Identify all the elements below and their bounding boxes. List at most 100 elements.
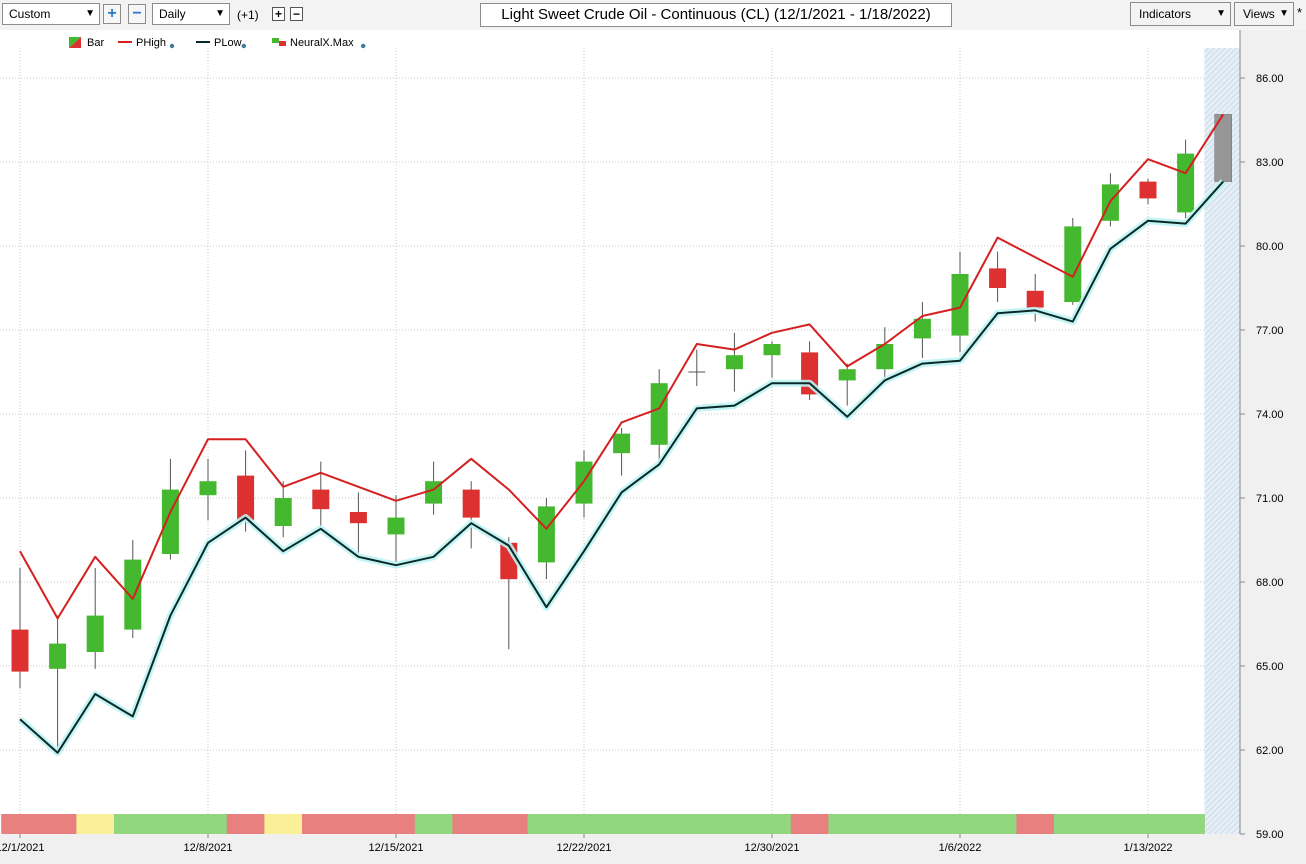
y-tick-label: 86.00 (1256, 73, 1284, 85)
plow-line (19, 180, 1224, 754)
neuralx-cell (565, 814, 604, 834)
candle-body (274, 498, 292, 526)
candle-body (650, 383, 668, 445)
neuralx-cell (414, 814, 453, 834)
x-tick-label: 1/13/2022 (1124, 842, 1173, 854)
period-select-label: Daily (159, 7, 186, 21)
neuralx-cell (753, 814, 792, 834)
candle-body (312, 489, 330, 510)
neuralx-cell (1091, 814, 1130, 834)
neuralx-cell (941, 814, 980, 834)
x-tick-label: 1/6/2022 (939, 842, 982, 854)
zoom-out-button[interactable]: − (128, 4, 146, 24)
neuralx-cell (1016, 814, 1055, 834)
legend-dot-icon (169, 43, 175, 49)
candle-body (1064, 226, 1082, 302)
indicators-label: Indicators (1139, 7, 1192, 21)
x-tick-label: 12/22/2021 (556, 842, 611, 854)
neuralx-cell (490, 814, 529, 834)
offset-text: (+1) (237, 8, 259, 22)
x-axis-panel (0, 834, 1306, 864)
toolbar: Custom ▼ + − Daily ▼ (+1) + − Light Swee… (0, 0, 1306, 31)
neuralx-cell (452, 814, 491, 834)
views-label: Views (1243, 7, 1275, 21)
zoom-in-button[interactable]: + (103, 4, 121, 24)
phigh-line (19, 113, 1225, 620)
price-chart: 59.00 62.00 65.00 68.00 71.00 74.00 77.00 80.00… (0, 30, 1306, 864)
neuralx-cell (678, 814, 717, 834)
candle-body (725, 355, 743, 370)
x-axis: 12/1/2021 12/8/2021 12/15/2021 12/22/2021 12… (0, 834, 1172, 854)
neuralx-cell (978, 814, 1017, 834)
candle-body (1139, 181, 1157, 199)
candle-body (1026, 290, 1044, 308)
neuralx-cell (114, 814, 153, 834)
chevron-down-icon: ▼ (85, 8, 95, 19)
neuralx-cell (640, 814, 679, 834)
neuralx-cell (1, 814, 40, 834)
neuralx-cell (151, 814, 190, 834)
asterisk-marker: * (1297, 5, 1303, 20)
x-tick-label: 12/30/2021 (744, 842, 799, 854)
y-axis: 59.00 62.00 65.00 68.00 71.00 74.00 77.00 80.00… (1240, 73, 1284, 841)
neuralx-cell (1129, 814, 1168, 834)
bar-legend-icon (69, 37, 81, 48)
x-tick-label: 12/8/2021 (184, 842, 233, 854)
neuralx-cell (339, 814, 378, 834)
candle-body (537, 506, 555, 563)
legend-dot-icon (361, 43, 366, 49)
range-select-label: Custom (9, 7, 51, 21)
neuralx-cell (377, 814, 416, 834)
neuralx-strip (1, 814, 1205, 834)
chart-title: Light Sweet Crude Oil - Continuous (CL) … (480, 3, 952, 27)
neuralx-cell (76, 814, 115, 834)
candle-body (876, 344, 894, 370)
neuralx-cell (302, 814, 341, 834)
neuralx-cell (527, 814, 566, 834)
neuralx-cell (903, 814, 942, 834)
chevron-down-icon: ▼ (215, 8, 225, 19)
offset-plus-button[interactable]: + (272, 7, 285, 21)
y-tick-label: 77.00 (1256, 325, 1284, 337)
period-select[interactable]: Daily ▼ (152, 3, 230, 25)
candle-body (763, 344, 781, 356)
candle-body (199, 481, 217, 496)
candle-body (237, 475, 255, 521)
legend-label: PHigh (136, 37, 166, 49)
candle-body (613, 433, 631, 454)
neuralx-cell (828, 814, 867, 834)
legend-label: NeuralX.Max (290, 37, 354, 49)
x-tick-label: 12/15/2021 (368, 842, 423, 854)
range-select[interactable]: Custom ▼ (2, 3, 100, 25)
neuralx-cell (1166, 814, 1205, 834)
chevron-down-icon: ▼ (1216, 8, 1226, 19)
y-tick-label: 80.00 (1256, 241, 1284, 253)
candle-body (462, 489, 480, 518)
y-tick-label: 59.00 (1256, 829, 1284, 841)
neuralx-cell (189, 814, 228, 834)
x-tick-label: 12/1/2021 (0, 842, 44, 854)
plus-icon: + (107, 5, 117, 22)
legend: Bar PHigh PLow NeuralX.Max (69, 37, 366, 49)
legend-label: PLow (214, 37, 242, 49)
candle-body (913, 318, 931, 339)
candle-body (49, 643, 67, 669)
legend-dot-icon (241, 43, 246, 49)
y-tick-label: 65.00 (1256, 661, 1284, 673)
minus-icon: − (292, 7, 300, 21)
candle-body (124, 559, 142, 630)
y-tick-label: 62.00 (1256, 745, 1284, 757)
y-tick-label: 83.00 (1256, 157, 1284, 169)
candle-body (951, 274, 969, 336)
indicators-button[interactable]: Indicators ▼ (1130, 2, 1231, 26)
neuralx-cell (602, 814, 641, 834)
neuralx-cell (1054, 814, 1093, 834)
offset-minus-button[interactable]: − (290, 7, 303, 21)
y-tick-label: 74.00 (1256, 409, 1284, 421)
candle-body (11, 629, 29, 672)
views-button[interactable]: Views ▼ (1234, 2, 1294, 26)
plot-area (0, 30, 1240, 834)
neuralx-cell (866, 814, 905, 834)
candle-body (387, 517, 405, 535)
y-axis-panel (1240, 30, 1306, 834)
